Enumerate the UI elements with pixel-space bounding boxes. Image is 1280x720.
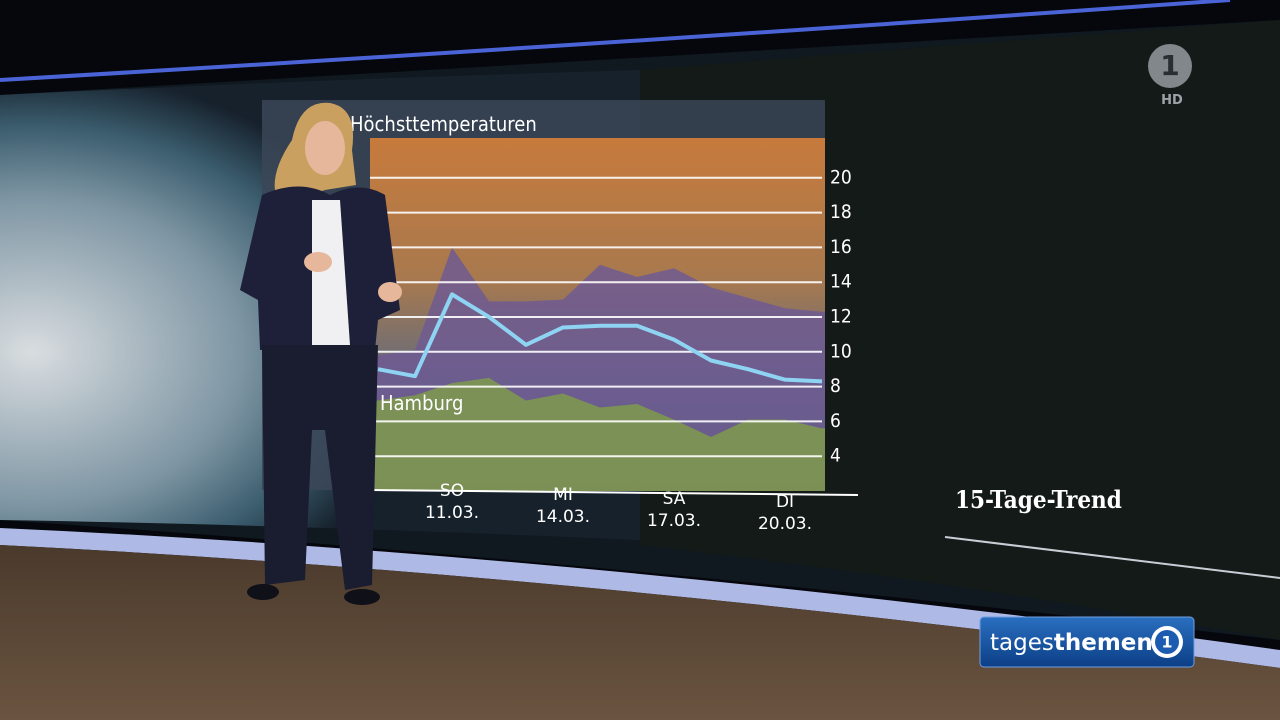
channel-logo-text: 1 [1160,49,1179,82]
floor [0,545,1280,720]
y-tick-label: 4 [830,445,841,467]
show-name-light: tages [990,630,1054,656]
x-tick-label: DI 20.03. [757,492,813,535]
show-name-bold: themen [1054,630,1153,656]
chart-title: Höchsttemperaturen [350,112,537,136]
y-tick-label: 8 [830,375,841,397]
series-label: Hamburg [380,391,463,415]
presenter [240,102,402,605]
quality-badge: HD [1161,93,1183,108]
x-tick-holder: MI 14.03. [535,485,591,527]
y-tick-label: 20 [830,166,852,188]
line-series [377,292,823,384]
wall-edge [0,0,1231,82]
show-logo [979,616,1195,668]
y-tick-label: 12 [830,306,852,328]
wall-light [0,528,1280,668]
x-tick-label: SO 11.03. [424,481,480,524]
channel-logo [1148,44,1192,88]
x-tick-holder: SO 11.03. [424,481,480,524]
panel-rule [944,536,1280,579]
show-name: tagesthemen [990,630,1153,656]
chart: 4 6 8 10 12 14 16 18 20 Hamburg SO 11.03. MI 14.03.… [370,166,852,535]
panel-caption: 15-Tage-Trend [955,485,1122,514]
show-logo-inner [1155,630,1179,654]
y-tick-label: 18 [830,201,852,223]
y-tick-label: 16 [830,236,852,258]
show-logo-text: 1 [1161,633,1172,652]
x-axis [369,489,859,496]
x-tick-holder: SA 17.03. [647,489,701,531]
y-tick-label: 6 [830,410,841,432]
y-tick-label: 10 [830,340,852,362]
y-tick-label: 14 [830,271,852,293]
range-band [370,377,825,491]
x-tick-label: MI 14.03. [535,485,591,527]
x-tick-holder: DI 20.03. [757,492,813,535]
